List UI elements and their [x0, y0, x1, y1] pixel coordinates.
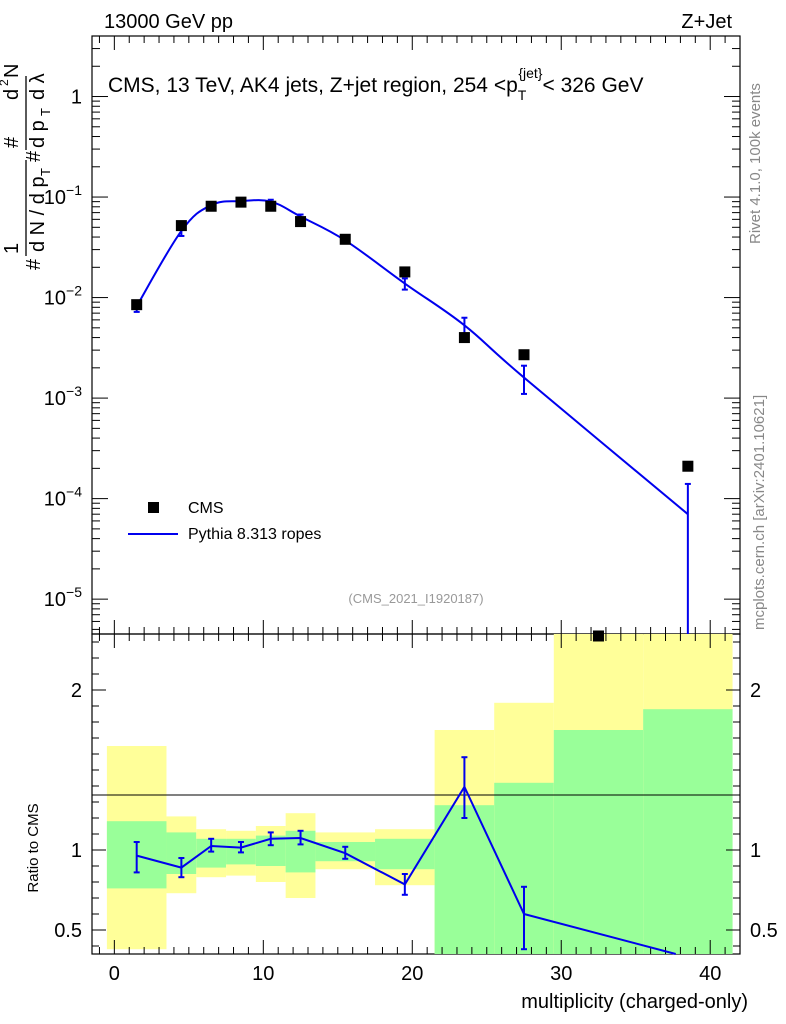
upper-series — [131, 196, 694, 642]
header-process: 13000 GeV pp — [104, 11, 233, 33]
x-tick-label: 30 — [550, 963, 572, 985]
svg-text:#: # — [23, 150, 45, 162]
y-tick-label: 10−3 — [44, 383, 82, 410]
legend-cms-marker — [148, 502, 159, 513]
cms-point — [682, 460, 694, 472]
legend-pythia-label: Pythia 8.313 ropes — [188, 526, 321, 543]
cms-point — [205, 200, 217, 212]
uncertainty-bands — [106, 634, 733, 954]
green-band-7 — [375, 838, 435, 870]
svg-text:N: N — [1, 64, 23, 78]
svg-text:d: d — [1, 89, 23, 100]
upper-frame — [91, 35, 741, 635]
header-channel: Z+Jet — [681, 11, 732, 33]
svg-text:T: T — [38, 168, 53, 176]
svg-text:d N / d p: d N / d p — [27, 176, 49, 252]
green-band-11 — [643, 709, 733, 954]
analysis-annotation: (CMS_2021_I1920187) — [348, 591, 483, 606]
chart-title: CMS, 13 TeV, AK4 jets, Z+jet region, 254… — [108, 65, 643, 103]
cms-point — [295, 216, 307, 228]
cms-point — [592, 630, 604, 642]
cms-point — [339, 233, 351, 245]
svg-text:2: 2 — [0, 79, 11, 86]
svg-text:1: 1 — [1, 243, 23, 254]
y-tick-label: 10−2 — [44, 283, 82, 310]
cms-point — [399, 266, 411, 278]
x-tick-label: 10 — [252, 963, 274, 985]
ratio-y-tick-label: 0.5 — [54, 920, 82, 942]
y-tick-label: 1 — [71, 87, 82, 109]
svg-text:#: # — [1, 136, 23, 148]
cms-point — [175, 220, 187, 232]
y-tick-label: 10−5 — [44, 584, 82, 611]
cms-point — [265, 200, 277, 212]
upper-y-label: # 1 d N / d p T # # d p T d 2 N d λ — [0, 64, 53, 270]
ratio-y-tick-label-right: 2 — [750, 680, 761, 702]
ratio-y-label: Ratio to CMS — [25, 803, 42, 892]
x-axis-label: multiplicity (charged-only) — [521, 991, 748, 1013]
x-tick-label: 0 — [109, 963, 120, 985]
y-tick-label: 10−1 — [44, 182, 82, 209]
mcplots-label: mcplots.cern.ch [arXiv:2401.10621] — [751, 395, 768, 630]
ratio-series — [133, 756, 676, 955]
chart-title-sup: {jet} — [518, 65, 542, 81]
rivet-version-label: Rivet 4.1.0, 100k events — [747, 83, 764, 244]
ratio-y-tick-label: 2 — [71, 680, 82, 702]
chart-title-sub: T — [518, 87, 527, 103]
cms-point — [458, 332, 470, 344]
lower-frame — [91, 633, 741, 955]
cms-point — [131, 299, 143, 311]
y-tick-label: 10−4 — [44, 484, 82, 511]
x-tick-label: 20 — [401, 963, 423, 985]
ratio-y-tick-label-right: 1 — [750, 840, 761, 862]
svg-text:d p: d p — [27, 120, 49, 148]
ratio-y-tick-label-right: 0.5 — [750, 920, 778, 942]
x-tick-label: 40 — [699, 963, 721, 985]
svg-text:T: T — [38, 108, 53, 116]
chart-title-main: CMS, 13 TeV, AK4 jets, Z+jet region, 254… — [108, 74, 518, 97]
legend-cms-label: CMS — [188, 500, 224, 517]
svg-text:d λ: d λ — [27, 73, 49, 100]
chart-title-end: < 326 GeV — [542, 74, 643, 97]
cms-point — [518, 349, 530, 361]
green-band-10 — [553, 730, 644, 954]
svg-text:#: # — [23, 258, 45, 270]
pythia-curve — [135, 199, 689, 515]
cms-point — [235, 196, 247, 208]
lower-axis-ticks: 0 10 20 30 40 0.5 0.5 1 1 2 2 — [54, 36, 778, 985]
ratio-y-tick-label: 1 — [71, 840, 82, 862]
upper-axis-ticks: 10−5 10−4 10−3 10−2 10−1 1 — [44, 35, 740, 630]
green-band-8 — [434, 805, 495, 954]
